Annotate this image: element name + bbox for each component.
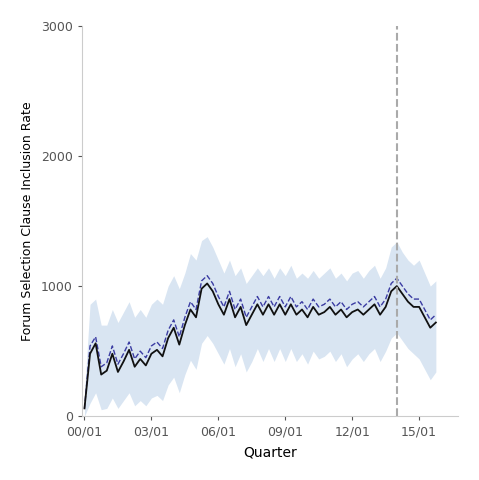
Y-axis label: Forum Selection Clause Inclusion Rate: Forum Selection Clause Inclusion Rate — [21, 101, 34, 341]
X-axis label: Quarter: Quarter — [243, 445, 297, 459]
